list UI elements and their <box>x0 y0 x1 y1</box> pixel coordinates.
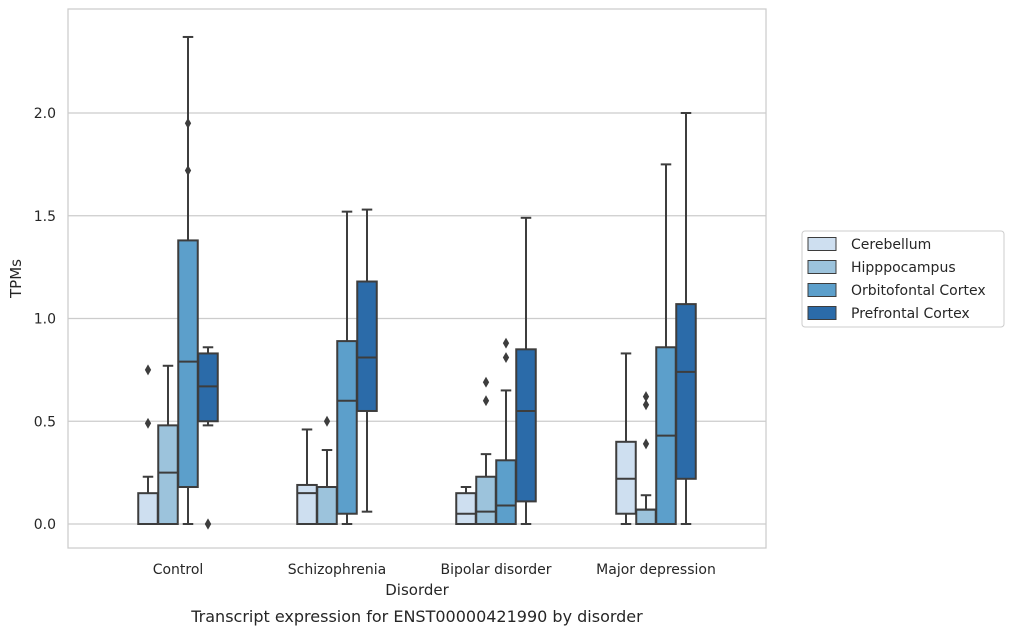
box-3-0 <box>197 346 219 530</box>
box-0-3 <box>615 352 637 525</box>
box-0-2 <box>455 486 477 525</box>
box-2-2 <box>495 337 517 526</box>
box-body <box>137 492 159 525</box>
box-body <box>495 459 517 526</box>
legend: Cerebellum Hipppocampus Orbitofontal Corte… <box>801 230 1005 328</box>
legend-label: Hipppocampus <box>851 260 956 276</box>
legend-entry-0: Cerebellum <box>807 237 931 253</box>
outlier-1 <box>204 518 212 530</box>
series-3 <box>197 112 697 530</box>
box-series <box>137 35 697 530</box>
y-tick-label-4: 2.0 <box>34 106 56 122</box>
box-body <box>635 508 657 525</box>
box-body <box>197 352 219 423</box>
series-2 <box>177 35 677 526</box>
outlier-1 <box>144 364 152 376</box>
legend-swatch <box>807 237 837 251</box>
legend-entry-3: Prefrontal Cortex <box>807 306 970 322</box>
y-tick-label-2: 1.0 <box>34 312 56 328</box>
x-tick-label-2: Bipolar disorder <box>440 562 551 578</box>
x-tick-label-1: Schizophrenia <box>288 562 386 578</box>
outlier-0 <box>502 352 510 364</box>
legend-swatch <box>807 306 837 320</box>
outlier-0 <box>144 417 152 429</box>
outlier-1 <box>502 337 510 349</box>
box-body <box>615 440 637 515</box>
box-0-0 <box>137 364 159 525</box>
legend-swatch <box>807 260 837 274</box>
outlier-2 <box>642 391 650 403</box>
x-axis-ticks: Control Schizophrenia Bipolar disorder Majo… <box>153 562 716 578</box>
box-3-2 <box>515 216 537 525</box>
plot-frame <box>67 8 767 549</box>
legend-entries: Cerebellum Hipppocampus Orbitofontal Corte… <box>807 237 986 322</box>
box-body <box>455 492 477 525</box>
y-axis-title: TPMs <box>7 259 25 299</box>
box-2-0 <box>177 35 199 525</box>
box-body <box>515 348 537 503</box>
y-axis-ticks: 0.0 0.5 1.0 1.5 2.0 <box>34 106 56 533</box>
chart-caption: Transcript expression for ENST0000042199… <box>190 607 643 626</box>
outlier-0 <box>184 165 192 176</box>
legend-label: Cerebellum <box>851 237 931 253</box>
box-2-1 <box>336 210 358 525</box>
box-body <box>475 475 497 525</box>
x-axis-title: Disorder <box>385 581 449 599</box>
legend-label: Orbitofontal Cortex <box>851 283 986 299</box>
box-3-1 <box>356 208 378 513</box>
legend-swatch <box>807 283 837 297</box>
box-3-3 <box>675 112 697 525</box>
box-body <box>356 280 378 412</box>
outlier-0 <box>642 438 650 450</box>
legend-frame <box>801 230 1005 328</box>
box-body <box>157 424 179 525</box>
y-tick-label-1: 0.5 <box>34 414 56 430</box>
legend-label: Prefrontal Cortex <box>851 306 970 322</box>
outlier-1 <box>482 376 490 388</box>
series-0 <box>137 352 637 525</box>
box-body <box>316 486 338 526</box>
x-tick-label-0: Control <box>153 562 204 578</box>
outlier-0 <box>482 395 490 407</box>
outlier-1 <box>184 117 192 129</box>
x-tick-label-3: Major depression <box>596 562 716 578</box>
box-body <box>675 303 697 480</box>
box-body <box>177 239 199 489</box>
outlier-0 <box>323 415 331 427</box>
y-tick-label-0: 0.0 <box>34 517 56 533</box>
y-tick-label-3: 1.5 <box>34 209 56 225</box>
legend-entry-2: Orbitofontal Cortex <box>807 283 986 299</box>
box-0-1 <box>296 428 318 525</box>
box-body <box>296 483 318 525</box>
box-body <box>336 340 358 515</box>
legend-entry-1: Hipppocampus <box>807 260 956 276</box>
outlier-1 <box>642 399 650 411</box>
